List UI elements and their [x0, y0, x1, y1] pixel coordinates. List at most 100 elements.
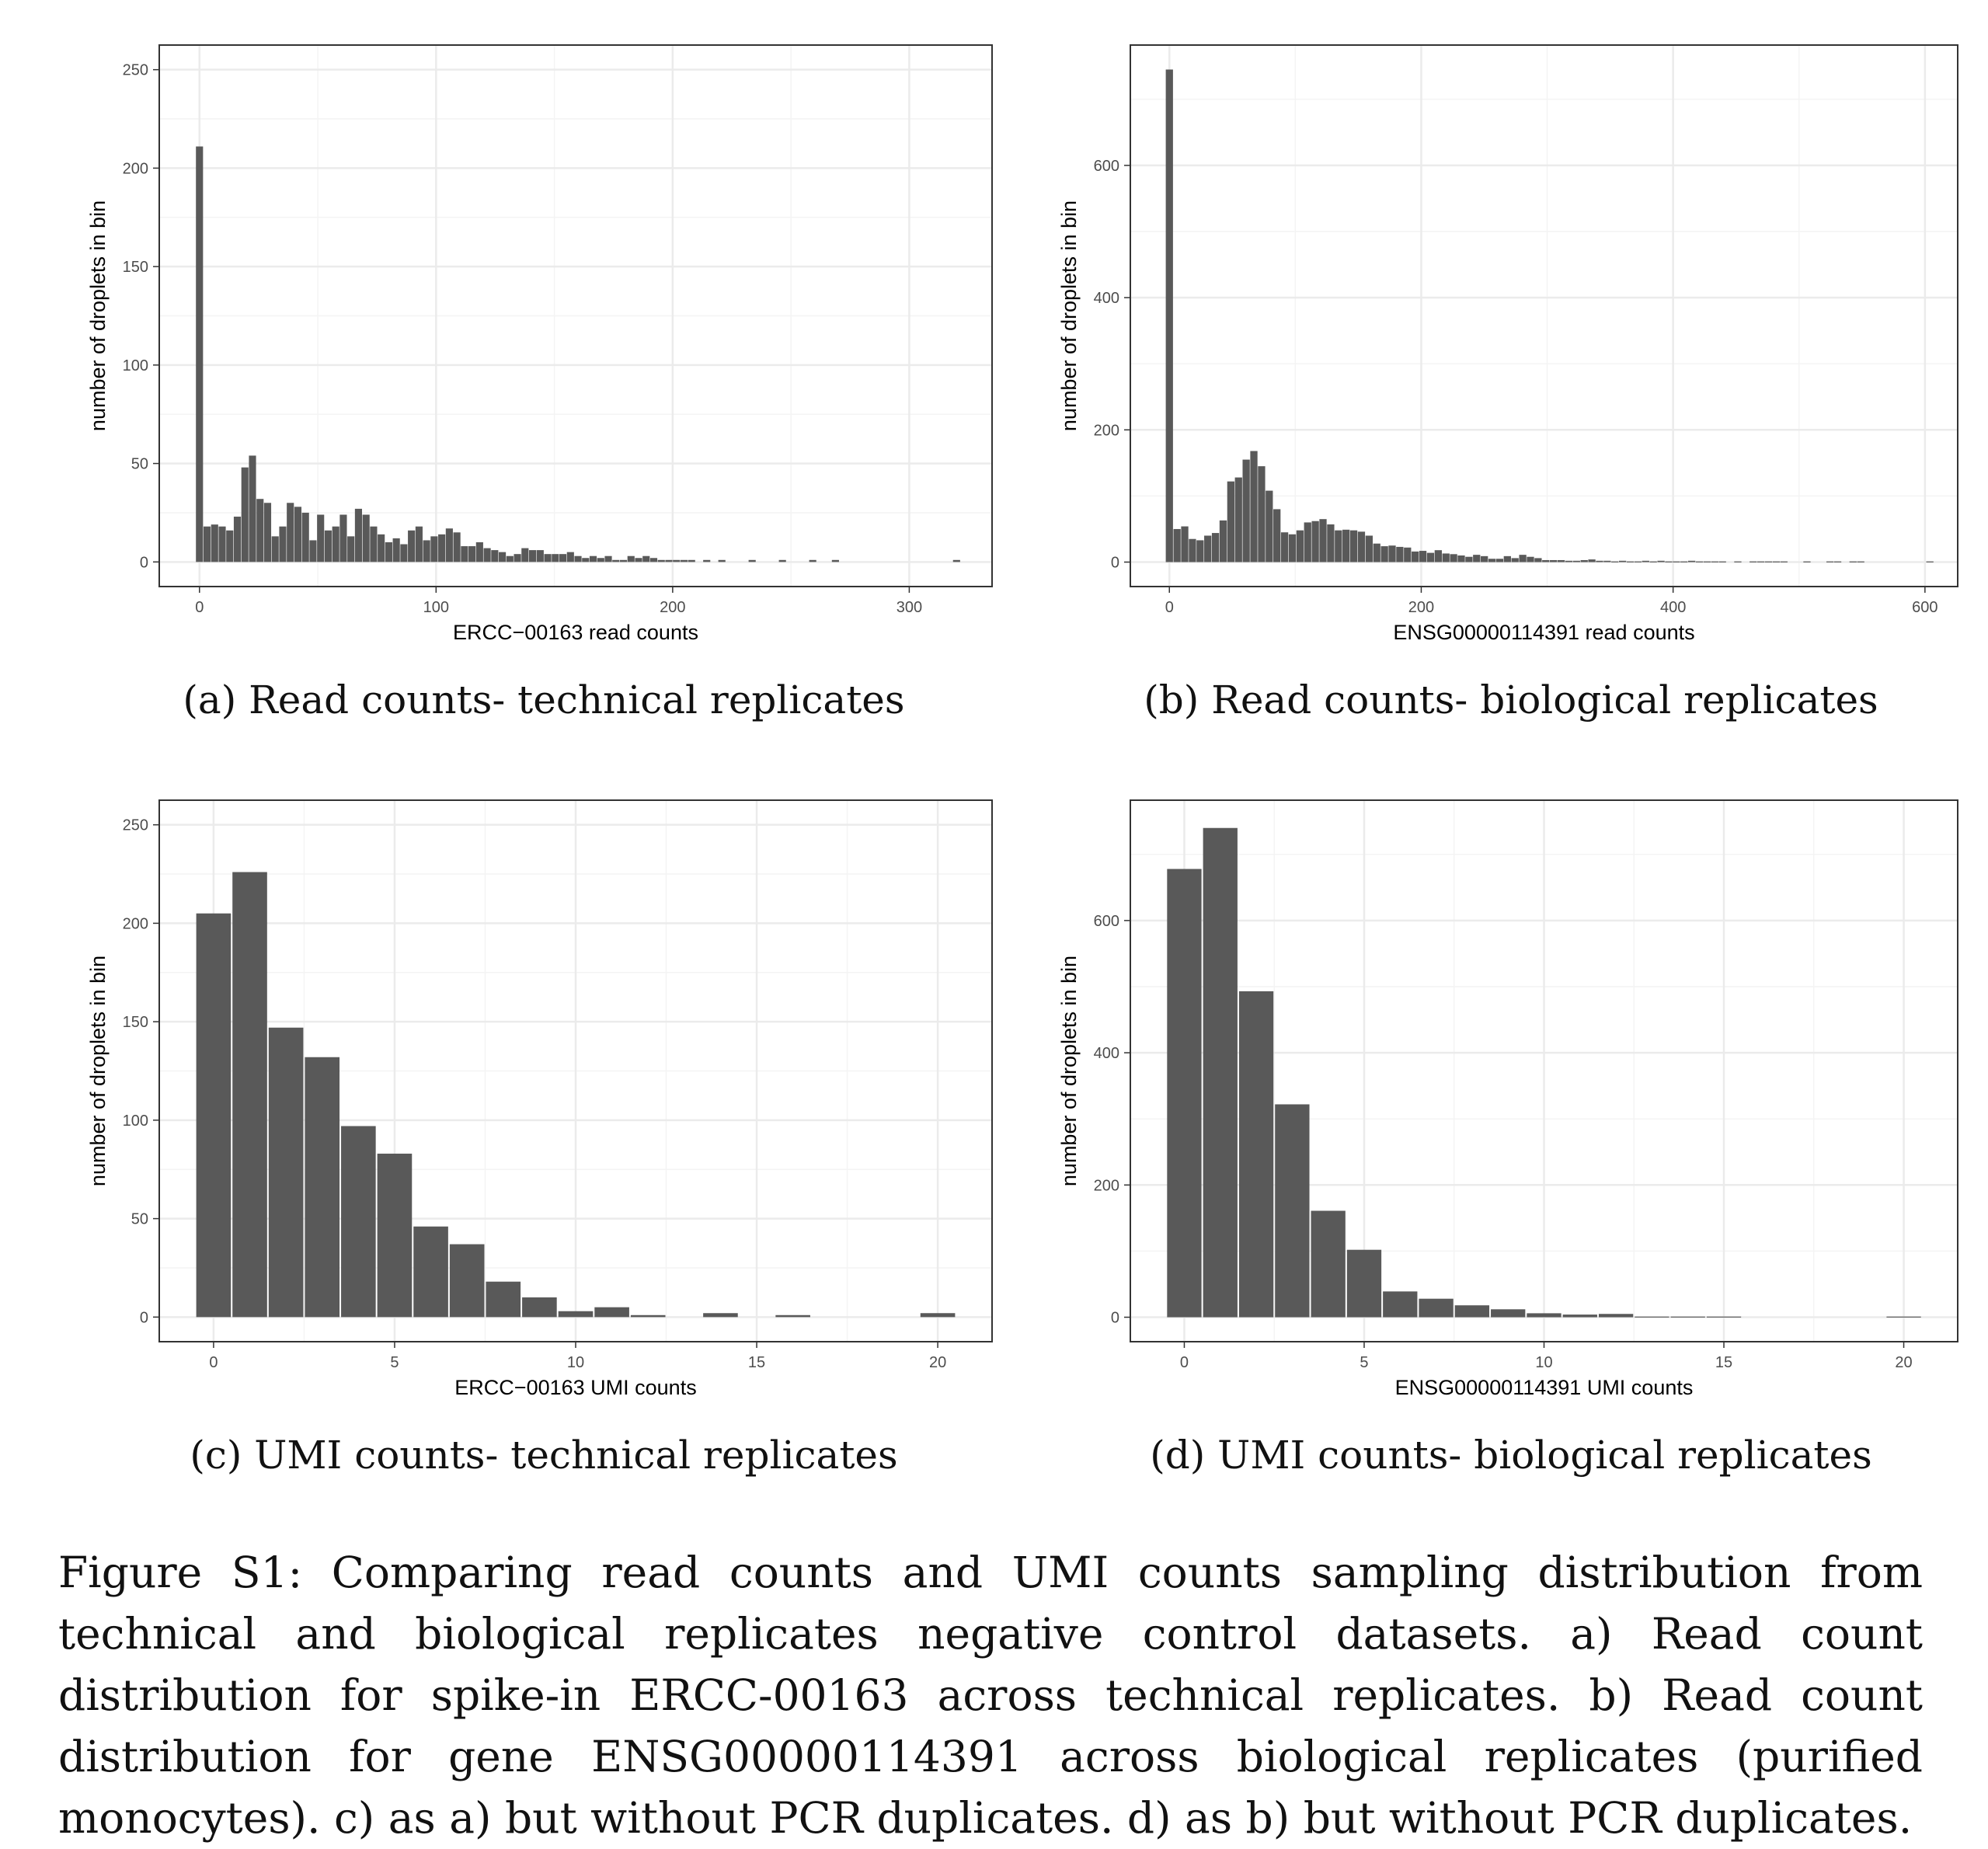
histogram-bar [619, 559, 628, 562]
histogram-bar [630, 1314, 666, 1318]
histogram-bar [1670, 1316, 1705, 1318]
y-tick-label: 250 [123, 62, 148, 79]
histogram-bar [649, 558, 658, 562]
y-tick-label: 600 [1094, 913, 1119, 930]
histogram-bar [1488, 559, 1496, 562]
histogram-bar [1454, 1305, 1490, 1318]
histogram-bar [341, 1126, 376, 1318]
y-tick-label: 200 [123, 160, 148, 177]
histogram-bar [718, 559, 726, 562]
histogram-bar [1534, 558, 1542, 562]
histogram-bar [703, 1313, 738, 1318]
histogram-bar [1234, 477, 1242, 562]
histogram-bar [1396, 546, 1404, 562]
x-tick-label: 15 [748, 1354, 765, 1371]
histogram-bar [1465, 556, 1473, 562]
y-tick-label: 400 [1094, 290, 1119, 307]
histogram-bar [1380, 546, 1388, 562]
histogram-bar [1383, 1291, 1418, 1318]
panel-border [1130, 44, 1958, 587]
histogram-bar [1227, 481, 1235, 562]
histogram-bar [1580, 559, 1588, 562]
histogram-bar [597, 558, 604, 562]
histogram-bar [392, 538, 400, 562]
histogram-bar [233, 517, 242, 562]
y-tick-label: 50 [131, 456, 148, 473]
histogram-bar [1457, 555, 1465, 562]
histogram-bar [347, 536, 355, 562]
histogram-bar [1511, 558, 1519, 562]
histogram-bar [449, 1244, 485, 1318]
x-tick-label: 0 [1165, 599, 1174, 616]
y-tick-label: 0 [140, 554, 148, 571]
histogram-bar [1434, 550, 1442, 562]
histogram-bar [1258, 466, 1266, 562]
figure-caption: Figure S1: Comparing read counts and UMI… [58, 1548, 1923, 1843]
histogram-bar [952, 559, 960, 562]
histogram-bar [1204, 535, 1212, 562]
histogram-bar [1219, 520, 1227, 562]
histogram-bar [377, 1153, 413, 1318]
histogram-bar [486, 1281, 521, 1318]
histogram-bar [415, 526, 423, 562]
histogram-bar [1598, 1314, 1634, 1318]
histogram-bar [688, 559, 695, 562]
histogram-bar [1412, 551, 1419, 562]
histogram-bar [1527, 556, 1534, 562]
histogram-bar [1562, 1314, 1597, 1318]
histogram-bar [1450, 554, 1457, 562]
histogram-bar [413, 1226, 448, 1318]
histogram-bar [604, 555, 612, 562]
x-tick-label: 10 [1535, 1354, 1552, 1371]
histogram-bar [1319, 519, 1327, 562]
histogram-bar [196, 146, 204, 562]
x-tick-label: 5 [1360, 1354, 1368, 1371]
y-tick-label: 0 [140, 1309, 148, 1326]
histogram-bar [627, 555, 635, 562]
y-tick-label: 400 [1094, 1045, 1119, 1062]
histogram-bar [211, 524, 218, 562]
histogram-bar [1311, 521, 1319, 562]
histogram-bar [339, 514, 347, 562]
chart-panel-a: 0 50 100 150 200 250 0 100 200 300 ERCC−00163 read… [86, 44, 993, 723]
histogram-bar [263, 503, 272, 562]
chart-panel-d: 0 200 400 600 0 5 10 15 20 ENSG00000114391 UMI co… [1057, 799, 1958, 1478]
histogram-bar [430, 536, 438, 562]
y-tick-label: 0 [1111, 555, 1119, 572]
y-tick-label: 150 [123, 1014, 148, 1031]
histogram-bar [475, 541, 483, 562]
subfigure-caption: (a) Read counts- technical replicates [183, 677, 904, 723]
histogram-bar [400, 544, 408, 562]
x-tick-label: 10 [567, 1354, 584, 1371]
histogram-bar [778, 559, 786, 562]
histogram-bar [362, 514, 370, 562]
histogram-bar [483, 548, 491, 562]
histogram-bar [1167, 869, 1202, 1318]
x-tick-label: 5 [390, 1354, 399, 1371]
panel-border [158, 799, 993, 1342]
histogram-bar [423, 540, 430, 562]
histogram-bar [594, 1307, 629, 1318]
histogram-bar [378, 534, 385, 562]
histogram-bar [748, 559, 756, 562]
histogram-bar [408, 530, 416, 562]
y-tick-label: 100 [123, 1113, 148, 1130]
histogram-bar [468, 546, 476, 562]
histogram-bar [673, 559, 681, 562]
histogram-bar [1635, 1316, 1669, 1318]
histogram-bar [268, 1027, 304, 1318]
chart-panel-c: 0 50 100 150 200 250 0 5 10 15 20 ERCC−00163 UMI co… [86, 799, 993, 1478]
histogram-bar [287, 503, 294, 562]
histogram-bar [1687, 560, 1696, 562]
histogram-bar [1565, 560, 1573, 562]
histogram-bar [385, 541, 392, 562]
histogram-bar [1527, 1313, 1562, 1318]
histogram-bar [317, 514, 325, 562]
histogram-bar [1280, 532, 1289, 562]
histogram-bar [309, 540, 317, 562]
histogram-bar [544, 554, 552, 562]
histogram-bar [1442, 553, 1450, 562]
histogram-bar [1503, 555, 1511, 562]
x-tick-label: 0 [195, 599, 204, 616]
histogram-bar [657, 559, 665, 562]
